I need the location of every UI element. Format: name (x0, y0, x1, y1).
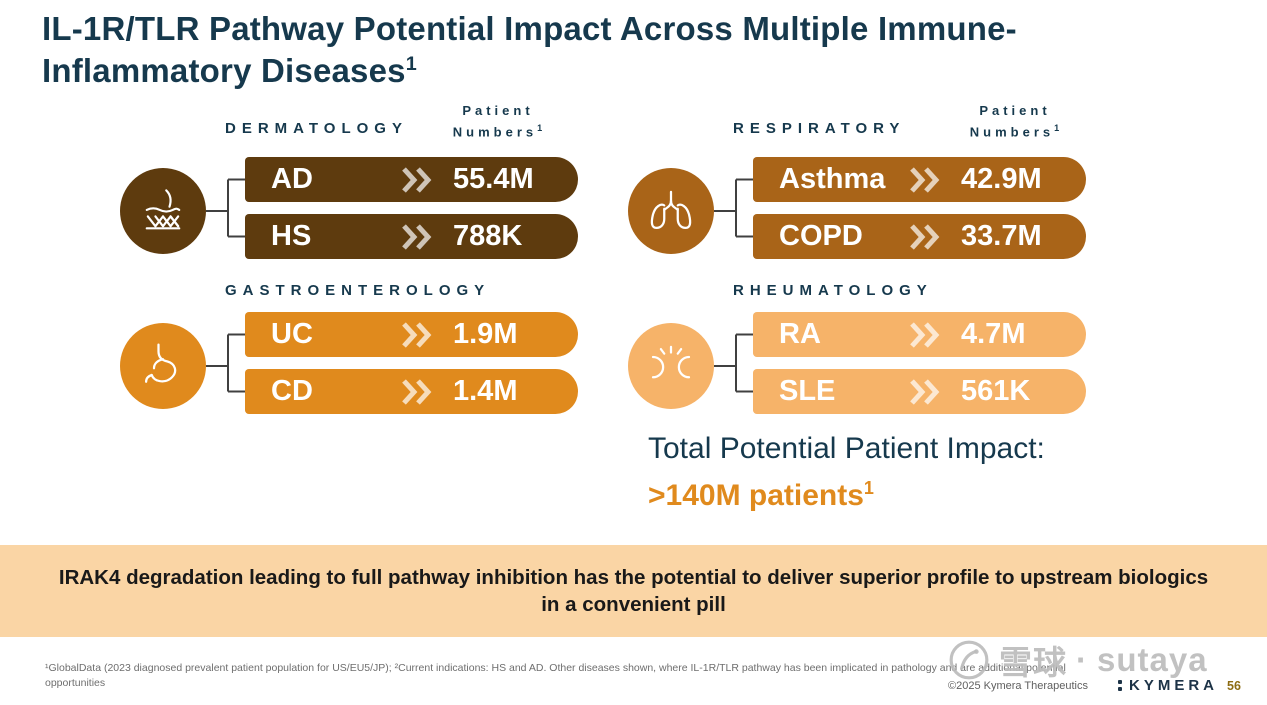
kymera-logo: KYMERA 56 (1118, 677, 1241, 694)
kymera-logo-mark-icon (1118, 680, 1122, 691)
title-line-1: IL-1R/TLR Pathway Potential Impact Acros… (42, 10, 1017, 47)
bar-sle: SLE 561K (753, 369, 1086, 414)
disease-label: CD (271, 375, 313, 407)
banner-line-1: IRAK4 degradation leading to full pathwa… (58, 565, 1209, 589)
patient-count: 561K (961, 375, 1031, 407)
bar-copd: COPD 33.7M (753, 214, 1086, 259)
chevron-right-icon (401, 378, 441, 406)
bar-ra: RA 4.7M (753, 312, 1086, 357)
disease-label: RA (779, 318, 821, 350)
page-number: 56 (1227, 678, 1241, 693)
total-impact: Total Potential Patient Impact: >140M pa… (648, 428, 1045, 517)
chevron-right-icon (401, 321, 441, 349)
skin-icon (120, 168, 206, 254)
patient-numbers-header-left: Patient Numbers1 (428, 100, 568, 143)
disease-label: HS (271, 220, 312, 252)
patient-header-footnote-ref: 1 (537, 123, 544, 134)
xueqiu-watermark: 雪球 · sutaya (948, 636, 1208, 684)
category-label-gastroenterology: GASTROENTEROLOGY (225, 282, 491, 299)
patient-count: 1.9M (453, 318, 518, 350)
watermark-cjk-text: 雪球 (999, 644, 1067, 681)
xueqiu-logo-icon (949, 640, 989, 680)
category-label-dermatology: DERMATOLOGY (225, 120, 408, 137)
banner-line-2: in a convenient pill (541, 592, 726, 616)
patient-header-line-1: Patient (462, 103, 534, 118)
disease-label: SLE (779, 375, 836, 407)
patient-header-line-1: Patient (979, 103, 1051, 118)
footnote-line-2: opportunities (45, 676, 106, 689)
chevron-right-icon (909, 166, 949, 194)
lungs-icon (628, 168, 714, 254)
patient-count: 55.4M (453, 163, 534, 195)
page-title: IL-1R/TLR Pathway Potential Impact Acros… (42, 8, 1202, 92)
patient-count: 33.7M (961, 220, 1042, 252)
watermark-latin-text: sutaya (1097, 641, 1208, 678)
total-footnote-ref: 1 (863, 477, 874, 498)
disease-label: UC (271, 318, 313, 350)
footnote-line-1: ¹GlobalData (2023 diagnosed prevalent pa… (45, 662, 1066, 674)
patient-count: 4.7M (961, 318, 1026, 350)
category-label-rheumatology: RHEUMATOLOGY (733, 282, 933, 299)
title-footnote-ref: 1 (405, 53, 417, 76)
bar-uc: UC 1.9M (245, 312, 578, 357)
patient-header-footnote-ref: 1 (1054, 123, 1061, 134)
key-message-banner: IRAK4 degradation leading to full pathwa… (0, 545, 1267, 637)
category-label-respiratory: RESPIRATORY (733, 120, 906, 137)
stomach-icon (120, 323, 206, 409)
footnote: ¹GlobalData (2023 diagnosed prevalent pa… (45, 661, 1250, 690)
chevron-right-icon (401, 166, 441, 194)
disease-label: Asthma (779, 163, 886, 195)
copyright: ©2025 Kymera Therapeutics (948, 680, 1088, 692)
joint-icon (628, 323, 714, 409)
patient-count: 788K (453, 220, 523, 252)
chevron-right-icon (401, 223, 441, 251)
patient-numbers-header-right: Patient Numbers1 (945, 100, 1085, 143)
bar-cd: CD 1.4M (245, 369, 578, 414)
title-line-2: Inflammatory Diseases (42, 52, 406, 90)
patient-count: 1.4M (453, 375, 518, 407)
patient-count: 42.9M (961, 163, 1042, 195)
bar-asthma: Asthma 42.9M (753, 157, 1086, 202)
total-impact-value: >140M patients1 (648, 477, 874, 512)
chevron-right-icon (909, 223, 949, 251)
patient-header-line-2: Numbers1 (969, 123, 1061, 140)
kymera-logo-text: KYMERA (1129, 677, 1219, 694)
total-impact-label: Total Potential Patient Impact: (648, 432, 1045, 465)
bar-hs: HS 788K (245, 214, 578, 259)
patient-header-line-2: Numbers1 (452, 123, 544, 140)
bar-ad: AD 55.4M (245, 157, 578, 202)
watermark-separator: · (1076, 641, 1088, 678)
disease-label: COPD (779, 220, 863, 252)
chevron-right-icon (909, 321, 949, 349)
chevron-right-icon (909, 378, 949, 406)
disease-label: AD (271, 163, 313, 195)
